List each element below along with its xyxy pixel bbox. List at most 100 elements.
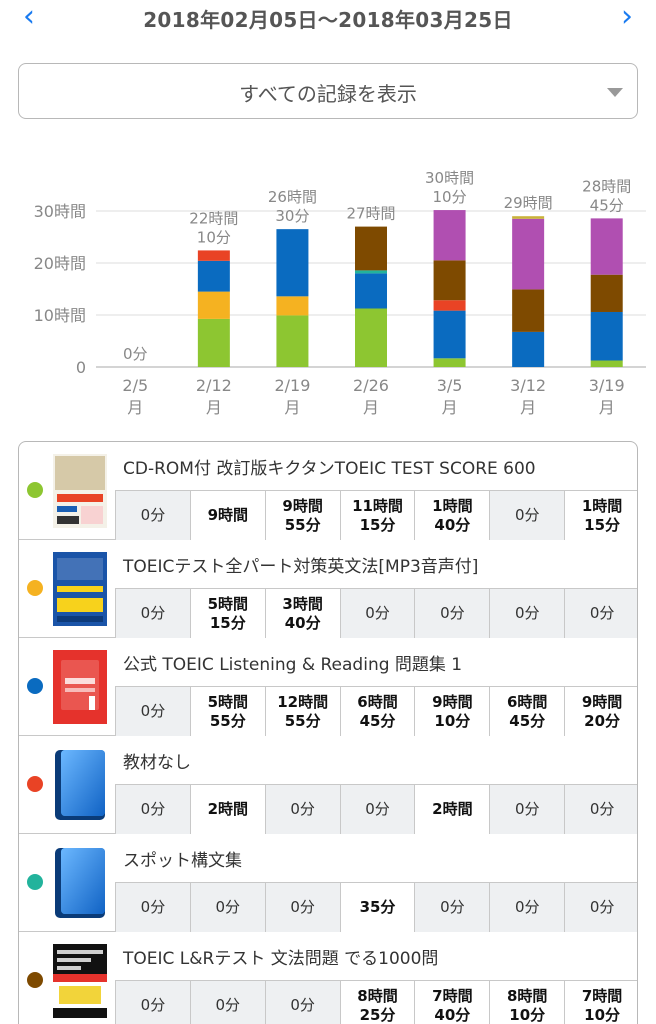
bar-segment	[590, 311, 623, 361]
bar-total-label: 22時間	[189, 209, 238, 227]
bar-segment	[512, 289, 545, 332]
y-tick-label: 30時間	[34, 202, 86, 221]
bar-segment	[512, 216, 545, 219]
week-time-cell: 6時間 45分	[489, 687, 565, 736]
bar-segment	[590, 218, 623, 275]
week-time-cell: 0分	[414, 883, 490, 932]
week-time-cell: 0分	[489, 491, 565, 540]
bar-total-label: 28時間	[582, 177, 631, 195]
bar-segment	[197, 250, 230, 261]
record-filter-select[interactable]: すべての記録を表示	[18, 63, 638, 119]
week-time-cell: 9時間 10分	[414, 687, 490, 736]
week-time-cell: 5時間 15分	[189, 589, 265, 638]
bar-total-label: 26時間	[268, 188, 317, 206]
series-color-dot	[27, 776, 43, 792]
chevron-right-icon[interactable]: ›	[621, 0, 633, 34]
weekly-study-chart: 0 10時間 20時間 30時間 0分 2/5 月 22時間 10分 2/12 月 26時間 30分 2/…	[0, 150, 656, 430]
bar-segment	[590, 274, 623, 312]
book-row[interactable]: スポット構文集 0分 0分 0分 35分 0分 0分 0分	[19, 834, 637, 932]
series-color-dot	[27, 580, 43, 596]
x-tick-label: 月	[520, 398, 536, 417]
bar-segment	[276, 315, 309, 367]
blue-book-icon	[53, 748, 107, 822]
week-time-cell: 0分	[189, 883, 265, 932]
bar-total-label: 10分	[433, 188, 467, 206]
x-tick-label: 月	[284, 398, 300, 417]
week-time-cell: 0分	[564, 785, 637, 834]
week-time-cell: 0分	[564, 883, 637, 932]
week-time-cell: 0分	[115, 589, 190, 638]
book-title: CD-ROM付 改訂版キクタンTOEIC TEST SCORE 600	[123, 459, 536, 479]
week-time-cell: 7時間 10分	[564, 981, 637, 1024]
bar-total-label: 0分	[123, 345, 148, 363]
bar-total-label: 30分	[275, 207, 309, 225]
bar-segment	[433, 358, 466, 367]
bar-segment	[355, 226, 387, 271]
book-title: 公式 TOEIC Listening & Reading 問題集 1	[123, 655, 463, 675]
book-title: TOEICテスト全パート対策英文法[MP3音声付]	[123, 557, 479, 577]
bar-segment	[512, 331, 545, 367]
x-tick-label: 2/19	[274, 376, 310, 395]
book-row[interactable]: 教材なし 0分 2時間 0分 0分 2時間 0分 0分	[19, 736, 637, 834]
book-cover-image	[53, 454, 107, 528]
bar-segment	[355, 270, 387, 274]
week-time-cell: 1時間 40分	[414, 491, 490, 540]
series-color-dot	[27, 972, 43, 988]
week-time-cell: 0分	[339, 589, 415, 638]
y-tick-label: 20時間	[34, 254, 86, 273]
week-time-cell: 0分	[264, 883, 340, 932]
bar-segment	[276, 229, 309, 297]
week-time-cell: 8時間 25分	[339, 981, 415, 1024]
bar-total-label: 30時間	[425, 169, 474, 187]
x-tick-label: 3/12	[510, 376, 546, 395]
week-time-cell: 0分	[189, 981, 265, 1024]
week-time-cell: 2時間	[414, 785, 490, 834]
week-time-cell: 0分	[264, 981, 340, 1024]
week-time-cell: 6時間 45分	[339, 687, 415, 736]
bar-segment	[197, 291, 230, 319]
week-time-cell: 0分	[564, 589, 637, 638]
x-tick-label: 月	[442, 398, 458, 417]
x-tick-label: 2/12	[196, 376, 232, 395]
y-tick-label: 0	[76, 358, 86, 377]
weekly-time-cells: 0分 0分 0分 8時間 25分 7時間 40分 8時間 10分 7時間 10分	[115, 980, 637, 1024]
book-row[interactable]: 公式 TOEIC Listening & Reading 問題集 1 0分 5時間 5…	[19, 638, 637, 736]
x-tick-label: 3/19	[589, 376, 625, 395]
book-cover-image	[53, 944, 107, 1018]
book-list: CD-ROM付 改訂版キクタンTOEIC TEST SCORE 600 0分 9時間…	[18, 441, 638, 1024]
weekly-time-cells: 0分 9時間 9時間 55分 11時間 15分 1時間 40分 0分 1時間 15分	[115, 490, 637, 540]
book-row[interactable]: TOEICテスト全パート対策英文法[MP3音声付] 0分 5時間 15分 3時間 40分 0…	[19, 540, 637, 638]
bar-total-label: 27時間	[346, 205, 395, 223]
book-cover-image	[53, 552, 107, 626]
chart-canvas: 010時間20時間30時間0分2/5月22時間10分2/12月26時間30分2/…	[34, 169, 646, 417]
week-time-cell: 11時間 15分	[339, 491, 415, 540]
bar-segment	[433, 310, 466, 359]
weekly-time-cells: 0分 5時間 15分 3時間 40分 0分 0分 0分 0分	[115, 588, 637, 638]
week-time-cell: 0分	[115, 883, 190, 932]
week-time-cell: 0分	[489, 785, 565, 834]
week-time-cell: 7時間 40分	[414, 981, 490, 1024]
week-time-cell: 35分	[339, 883, 415, 932]
book-row[interactable]: TOEIC L&Rテスト 文法問題 でる1000問 0分 0分 0分 8時間 25分 7時間…	[19, 932, 637, 1024]
x-tick-label: 3/5	[437, 376, 463, 395]
book-row[interactable]: CD-ROM付 改訂版キクタンTOEIC TEST SCORE 600 0分 9時間…	[19, 442, 637, 540]
series-color-dot	[27, 482, 43, 498]
book-title: 教材なし	[123, 753, 191, 773]
book-title: TOEIC L&Rテスト 文法問題 でる1000問	[123, 949, 439, 969]
week-time-cell: 0分	[115, 785, 190, 834]
bar-segment	[355, 308, 387, 367]
week-time-cell: 9時間	[189, 491, 265, 540]
bar-segment	[355, 273, 387, 309]
week-time-cell: 9時間 20分	[564, 687, 637, 736]
x-tick-label: 2/5	[122, 376, 148, 395]
bar-segment	[433, 300, 466, 311]
x-tick-label: 月	[127, 398, 143, 417]
x-tick-label: 2/26	[353, 376, 389, 395]
x-tick-label: 月	[206, 398, 222, 417]
blue-book-icon	[53, 846, 107, 920]
chevron-left-icon[interactable]: ‹	[23, 0, 35, 34]
book-cover-image	[53, 650, 107, 724]
bar-segment	[433, 210, 466, 261]
x-tick-label: 月	[599, 398, 615, 417]
bar-total-label: 10分	[197, 228, 231, 246]
